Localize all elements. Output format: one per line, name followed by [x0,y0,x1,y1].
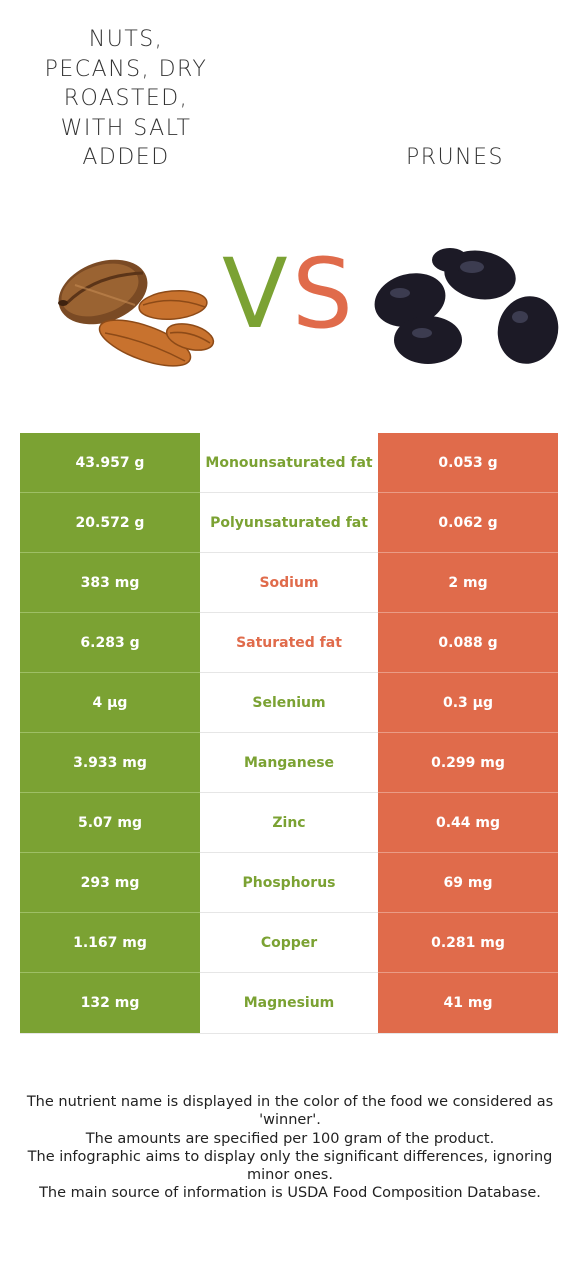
nutrient-name: Sodium [200,553,378,613]
nutrient-name: Selenium [200,673,378,733]
nutrient-name: Polyunsaturated fat [200,493,378,553]
left-value: 20.572 g [20,493,200,553]
right-value: 41 mg [378,973,558,1033]
footnote-line: The infographic aims to display only the… [27,1148,553,1184]
footnote-line: The amounts are specified per 100 gram o… [85,1130,495,1147]
table-row: 383 mg Sodium 2 mg [20,553,558,613]
right-value: 2 mg [378,553,558,613]
right-value: 0.062 g [378,493,558,553]
right-value: 69 mg [378,853,558,913]
food-left-title-line: ROASTED, [63,86,189,111]
nutrient-name: Manganese [200,733,378,793]
table-row: 1.167 mg Copper 0.281 mg [20,913,558,973]
left-value: 4 µg [20,673,200,733]
table-row: 132 mg Magnesium 41 mg [20,973,558,1034]
right-value: 0.053 g [378,433,558,493]
footnote-line: The nutrient name is displayed in the co… [26,1094,554,1129]
food-right-title: PRUNES [406,145,504,170]
right-value: 0.088 g [378,613,558,673]
left-value: 5.07 mg [20,793,200,853]
left-value: 43.957 g [20,433,200,493]
right-value: 0.3 µg [378,673,558,733]
table-row: 293 mg Phosphorus 69 mg [20,853,558,913]
nutrient-name: Magnesium [200,973,378,1033]
pecan-image [58,259,215,367]
nutrient-name: Copper [200,913,378,973]
food-left-title-line: PECANS, DRY [44,56,208,82]
left-value: 132 mg [20,973,200,1033]
prunes-image [374,248,559,364]
left-value: 293 mg [20,853,200,913]
food-left-title-line: ADDED [82,145,170,170]
footnote: The nutrient name is displayed in the co… [20,1093,560,1203]
vs-s-letter: S [292,238,353,350]
food-left-title-line: WITH SALT [60,115,192,141]
right-value: 0.281 mg [378,913,558,973]
left-value: 3.933 mg [20,733,200,793]
nutrient-name: Phosphorus [200,853,378,913]
table-row: 5.07 mg Zinc 0.44 mg [20,793,558,853]
nutrient-name: Saturated fat [200,613,378,673]
table-row: 3.933 mg Manganese 0.299 mg [20,733,558,793]
right-value: 0.299 mg [378,733,558,793]
nutrient-comparison-table: 43.957 g Monounsaturated fat 0.053 g 20.572… [20,433,558,1034]
left-value: 383 mg [20,553,200,613]
food-left-title-line: NUTS, [88,27,164,52]
table-row: 20.572 g Polyunsaturated fat 0.062 g [20,493,558,553]
nutrient-name: Monounsaturated fat [200,433,378,493]
nutrient-name: Zinc [200,793,378,853]
footnote-line: The main source of information is USDA F… [39,1185,541,1202]
table-row: 6.283 g Saturated fat 0.088 g [20,613,558,673]
left-value: 6.283 g [20,613,200,673]
left-value: 1.167 mg [20,913,200,973]
vs-v-letter: V [222,238,288,350]
food-left-title: NUTS, PECANS, DRY ROASTED, WITH SALT ADD… [20,25,232,173]
table-row: 43.957 g Monounsaturated fat 0.053 g [20,433,558,493]
right-value: 0.44 mg [378,793,558,853]
table-row: 4 µg Selenium 0.3 µg [20,673,558,733]
